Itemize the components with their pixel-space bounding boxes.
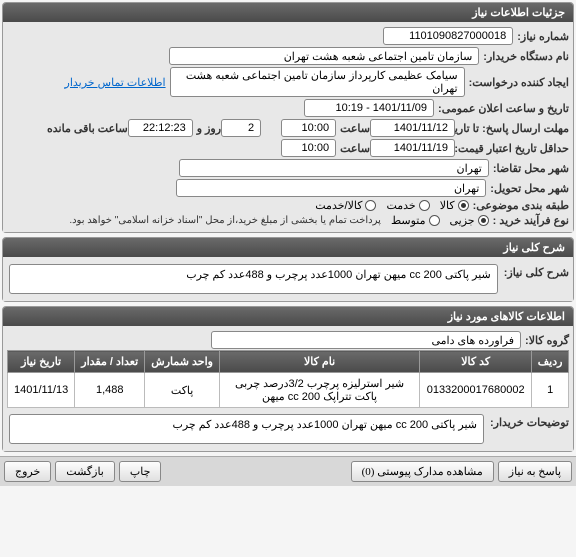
category-radio-group: کالا خدمت کالا/خدمت [315, 199, 468, 212]
radio-icon [429, 215, 440, 226]
contact-link[interactable]: اطلاعات تماس خریدار [65, 76, 166, 89]
desc-field: شیر پاکتی cc 200 میهن تهران 1000عدد پرچر… [9, 264, 498, 294]
cell-unit: پاکت [145, 373, 220, 408]
radio-label: متوسط [391, 214, 426, 227]
announce-label: تاریخ و ساعت اعلان عمومی: [438, 102, 569, 115]
deadline-label: مهلت ارسال پاسخ: تا تاریخ: [459, 122, 569, 135]
radio-icon [458, 200, 469, 211]
need-summary-panel: شرح کلی نیاز شرح کلی نیاز: شیر پاکتی cc … [2, 237, 574, 302]
cell-row: 1 [532, 373, 569, 408]
cell-qty: 1,488 [75, 373, 145, 408]
cell-code: 0133200017680002 [420, 373, 532, 408]
category-label: طبقه بندی موضوعی: [473, 199, 569, 212]
radio-icon [419, 200, 430, 211]
cell-name: شیر استرلیزه پرچرب 3/2درصد چربی پاکت تتر… [220, 373, 420, 408]
back-button[interactable]: بازگشت [55, 461, 115, 482]
radio-label: کالا [440, 199, 455, 212]
del-city-field: تهران [176, 179, 486, 197]
panel-body: شرح کلی نیاز: شیر پاکتی cc 200 میهن تهرا… [3, 257, 573, 301]
print-button[interactable]: چاپ [119, 461, 162, 482]
category-option-both[interactable]: کالا/خدمت [315, 199, 376, 212]
radio-label: کالا/خدمت [315, 199, 362, 212]
validity-time-label: ساعت [340, 142, 370, 155]
validity-label: حداقل تاریخ اعتبار قیمت: تا تاریخ: [459, 142, 569, 155]
exit-button[interactable]: خروج [4, 461, 51, 482]
goods-table: ردیف کد کالا نام کالا واحد شمارش تعداد /… [7, 350, 569, 408]
buy-process-radio-group: جزیی متوسط [391, 214, 489, 227]
col-qty: تعداد / مقدار [75, 351, 145, 373]
reply-button[interactable]: پاسخ به نیاز [498, 461, 572, 482]
panel-header: جزئیات اطلاعات نیاز [3, 3, 573, 22]
need-number-field: 1101090827000018 [383, 27, 513, 45]
panel-body: گروه کالا: فراورده های دامی ردیف کد کالا… [3, 326, 573, 451]
category-option-goods[interactable]: کالا [440, 199, 469, 212]
buyer-notes-field: شیر پاکتی cc 200 میهن تهران 1000عدد پرچر… [9, 414, 484, 444]
category-option-service[interactable]: خدمت [386, 199, 429, 212]
validity-time: 10:00 [281, 139, 336, 157]
cell-date: 1401/11/13 [8, 373, 75, 408]
goods-info-panel: اطلاعات کالاهای مورد نیاز گروه کالا: فرا… [2, 306, 574, 452]
validity-date: 1401/11/19 [370, 139, 455, 157]
group-field: فراورده های دامی [211, 331, 521, 349]
deadline-date: 1401/11/12 [370, 119, 455, 137]
deadline-days-label: روز و [197, 122, 221, 135]
buyer-org-field: سازمان تامین اجتماعی شعبه هشت تهران [169, 47, 479, 65]
payment-note: پرداخت تمام یا بخشی از مبلغ خرید،از محل … [69, 215, 381, 226]
requester-field: سیامک عظیمی کارپرداز سازمان تامین اجتماع… [170, 67, 465, 97]
buy-process-label: نوع فرآیند خرید : [493, 214, 569, 227]
footer-bar: پاسخ به نیاز مشاهده مدارک پیوستی (0) چاپ… [0, 456, 576, 486]
req-city-field: تهران [179, 159, 489, 177]
table-row: 1 0133200017680002 شیر استرلیزه پرچرب 3/… [8, 373, 569, 408]
del-city-label: شهر محل تحویل: [490, 182, 569, 195]
col-unit: واحد شمارش [145, 351, 220, 373]
group-label: گروه کالا: [525, 334, 569, 347]
panel-header: شرح کلی نیاز [3, 238, 573, 257]
radio-icon [478, 215, 489, 226]
attachments-button[interactable]: مشاهده مدارک پیوستی (0) [351, 461, 494, 482]
deadline-time: 10:00 [281, 119, 336, 137]
col-date: تاریخ نیاز [8, 351, 75, 373]
deadline-remain-label: ساعت باقی مانده [47, 122, 128, 135]
deadline-time-label: ساعت [340, 122, 370, 135]
buyer-notes-label: توضیحات خریدار: [490, 416, 569, 429]
radio-label: جزیی [450, 214, 475, 227]
col-code: کد کالا [420, 351, 532, 373]
req-city-label: شهر محل تقاضا: [493, 162, 569, 175]
buyer-org-label: نام دستگاه خریدار: [483, 50, 569, 63]
radio-label: خدمت [386, 199, 415, 212]
col-name: نام کالا [220, 351, 420, 373]
requester-label: ایجاد کننده درخواست: [469, 76, 569, 89]
need-details-panel: جزئیات اطلاعات نیاز شماره نیاز: 11010908… [2, 2, 574, 233]
buy-process-option-medium[interactable]: متوسط [391, 214, 440, 227]
radio-icon [365, 200, 376, 211]
panel-header: اطلاعات کالاهای مورد نیاز [3, 307, 573, 326]
buy-process-option-minor[interactable]: جزیی [450, 214, 489, 227]
panel-body: شماره نیاز: 1101090827000018 نام دستگاه … [3, 22, 573, 232]
announce-field: 1401/11/09 - 10:19 [304, 99, 434, 117]
col-row: ردیف [532, 351, 569, 373]
desc-label: شرح کلی نیاز: [504, 266, 569, 279]
deadline-days: 2 [221, 119, 261, 137]
deadline-remain: 22:12:23 [128, 119, 193, 137]
need-number-label: شماره نیاز: [517, 30, 569, 43]
